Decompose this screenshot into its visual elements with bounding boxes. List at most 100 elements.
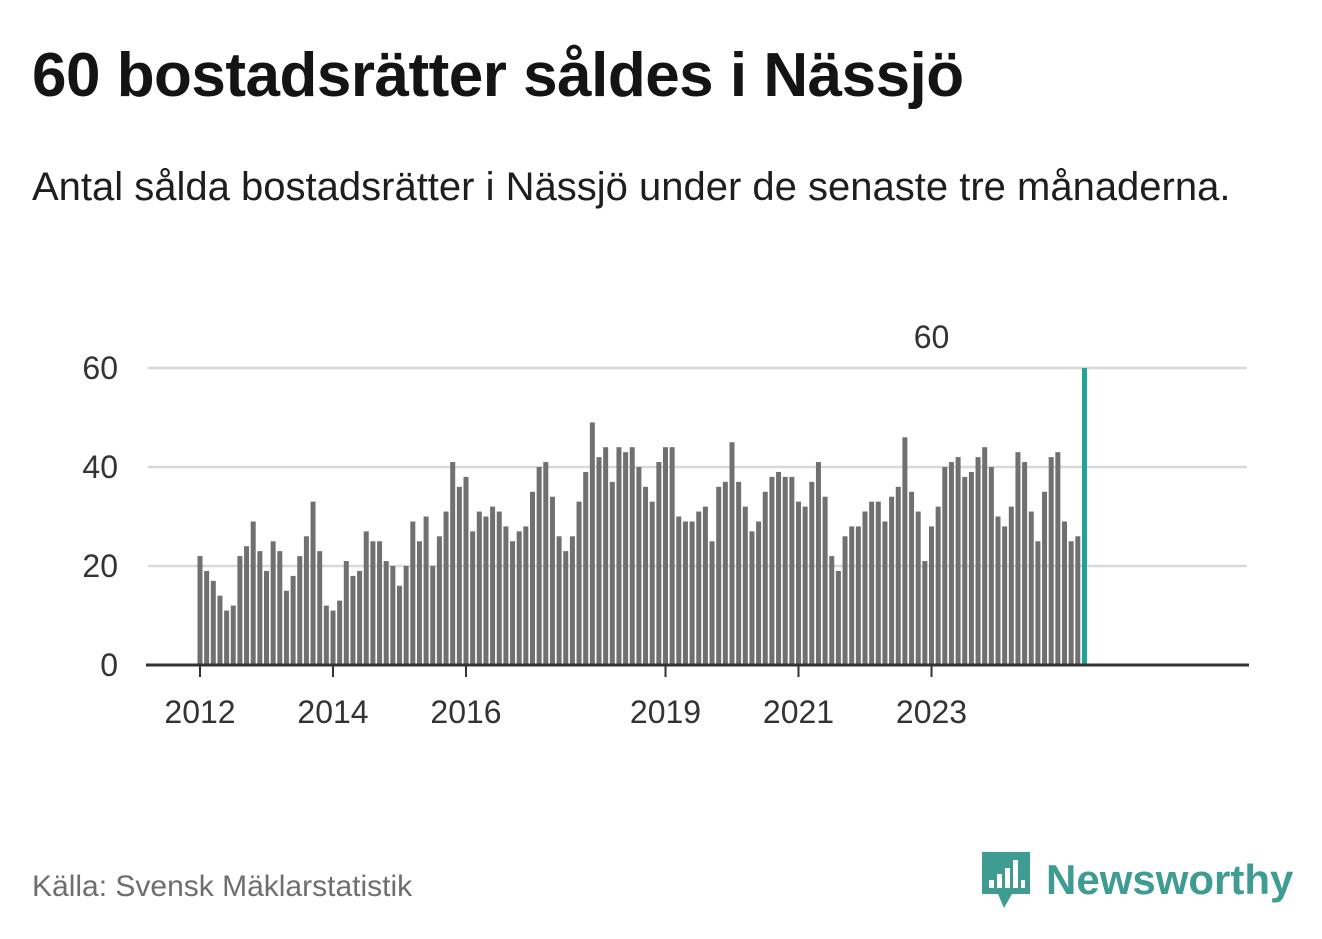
bar (463, 476, 469, 665)
bar (609, 481, 615, 665)
bar (636, 467, 642, 665)
bar (310, 501, 316, 665)
bar (403, 566, 409, 665)
bar (450, 462, 456, 665)
bar (915, 511, 921, 665)
chart-subtitle: Antal sålda bostadsrätter i Nässjö under… (32, 165, 1231, 209)
bar (277, 551, 283, 665)
bar (250, 521, 256, 665)
bar (982, 447, 988, 665)
bar (397, 585, 402, 665)
bar (882, 521, 888, 665)
bar (796, 501, 801, 665)
bar (988, 467, 994, 665)
bar (470, 531, 476, 665)
bar (416, 541, 422, 665)
brand-name: Newsworthy (1046, 856, 1294, 903)
bar (736, 481, 742, 665)
bar (530, 491, 535, 665)
bar (756, 521, 762, 665)
bar (822, 496, 828, 665)
bar (875, 501, 881, 665)
newsworthy-logo-icon (982, 852, 1030, 908)
bar (217, 595, 223, 665)
bar (197, 556, 203, 665)
bar (742, 506, 748, 665)
bar (357, 570, 363, 665)
x-tick-label: 2016 (430, 694, 501, 730)
bar (204, 570, 210, 665)
bar (762, 491, 768, 665)
bar (935, 506, 941, 665)
bar (1002, 526, 1008, 665)
bar (436, 536, 442, 665)
bar (523, 526, 529, 665)
bar (430, 566, 436, 665)
bar (230, 605, 236, 665)
bar (1062, 521, 1067, 665)
bar (330, 610, 336, 665)
bar (962, 476, 968, 665)
bar (596, 457, 602, 665)
bar (443, 511, 449, 665)
bar (569, 536, 575, 665)
bar (476, 511, 482, 665)
bar (929, 526, 934, 665)
bar (317, 551, 323, 665)
bar (815, 462, 821, 665)
bar (682, 521, 688, 665)
bar-highlight (1081, 368, 1087, 665)
bar (802, 506, 808, 665)
bar (696, 511, 702, 665)
bar (303, 536, 309, 665)
bar (343, 561, 349, 665)
bar (363, 531, 369, 665)
bar (1035, 541, 1041, 665)
bar (649, 501, 655, 665)
bar (543, 462, 549, 665)
bar (1055, 452, 1061, 665)
bar (656, 462, 662, 665)
page-title: 60 bostadsrätter såldes i Nässjö (32, 41, 964, 110)
bar (689, 521, 695, 665)
bar (776, 471, 782, 665)
bar (603, 447, 609, 665)
bar (975, 457, 981, 665)
bar (809, 481, 815, 665)
bar (370, 541, 376, 665)
bar (643, 486, 649, 665)
y-tick-label: 40 (82, 449, 118, 485)
bar (676, 516, 682, 665)
bar (516, 531, 522, 665)
bar (702, 506, 708, 665)
bar (995, 516, 1001, 665)
bar (323, 605, 329, 665)
bar (237, 556, 243, 665)
bar (1048, 457, 1054, 665)
bar (589, 422, 595, 665)
bar (264, 570, 269, 665)
brand-logo[interactable]: Newsworthy (980, 850, 1293, 910)
bar (663, 447, 668, 665)
bar (1042, 491, 1048, 665)
bar (782, 476, 788, 665)
x-tick-label: 2012 (164, 694, 235, 730)
bar (456, 486, 462, 665)
bar (503, 526, 509, 665)
bar (835, 570, 841, 665)
bar (623, 452, 629, 665)
bar (257, 551, 263, 665)
bar (895, 486, 901, 665)
bar (842, 536, 848, 665)
x-tick-label: 2019 (630, 694, 701, 730)
bar (297, 556, 303, 665)
bar (909, 491, 915, 665)
data-label: 60 (914, 319, 950, 355)
bar (576, 501, 582, 665)
bar (350, 575, 356, 665)
bar (749, 531, 755, 665)
bar (709, 541, 715, 665)
bar (948, 462, 954, 665)
bar (629, 447, 635, 665)
bar (729, 442, 735, 665)
